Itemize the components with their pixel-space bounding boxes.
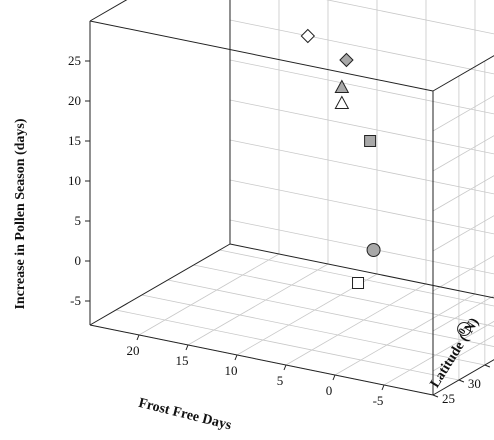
y-tick-label: 30 bbox=[468, 376, 481, 391]
x-tick-label: -5 bbox=[373, 393, 384, 408]
gridline-floor-x bbox=[138, 253, 280, 336]
gridline-back-z bbox=[432, 335, 494, 372]
x-tick-label: 10 bbox=[225, 363, 238, 378]
x-tick-label: 5 bbox=[277, 373, 284, 388]
gridline-back-z bbox=[432, 295, 494, 332]
data-point-square bbox=[352, 277, 365, 289]
gridline-floor-y bbox=[115, 309, 460, 381]
gridline-floor-x bbox=[187, 263, 329, 346]
data-point-circle bbox=[366, 243, 381, 257]
y-axis-title-superscript: 0 bbox=[457, 326, 469, 336]
data-point-circle bbox=[457, 322, 472, 336]
z-tick-label: 25 bbox=[68, 53, 81, 68]
x-tick-mark bbox=[332, 374, 336, 381]
frame-edge bbox=[89, 324, 434, 396]
gridline-floor-y bbox=[167, 279, 494, 347]
z-tick-label: 15 bbox=[68, 133, 81, 148]
gridline-back-z bbox=[432, 175, 494, 212]
data-point-triangle bbox=[334, 79, 350, 93]
x-tick-label: 15 bbox=[176, 353, 189, 368]
frame-edge bbox=[89, 20, 434, 92]
x-tick-mark bbox=[234, 354, 238, 361]
y-tick-mark bbox=[432, 394, 439, 398]
gridline-left-z bbox=[229, 59, 494, 115]
frame-edge bbox=[89, 243, 231, 326]
axis-frame bbox=[89, 0, 494, 396]
gridline-floor-x bbox=[285, 283, 427, 366]
gridline-left-z bbox=[229, 19, 494, 75]
x-tick-mark bbox=[283, 364, 287, 371]
x-tick-label: 20 bbox=[127, 343, 140, 358]
gridline-back-z bbox=[432, 95, 494, 132]
gridline-floor-y bbox=[141, 294, 485, 366]
data-point-triangle bbox=[334, 95, 350, 109]
gridline-left-z bbox=[325, 0, 494, 35]
z-tick-label: 5 bbox=[75, 213, 82, 228]
y-axis-title-text: Latitude bbox=[428, 339, 468, 390]
gridline-left-z bbox=[229, 139, 494, 195]
gridline-left-z bbox=[229, 219, 494, 275]
x-axis-title: Frost Free Days bbox=[137, 396, 233, 434]
gridline-left-z bbox=[229, 99, 494, 155]
frame-edge bbox=[432, 359, 494, 396]
x-tick-label: 0 bbox=[326, 383, 333, 398]
gridline-floor-y bbox=[193, 264, 494, 327]
gridline-back-z bbox=[432, 215, 494, 252]
z-tick-label: 0 bbox=[75, 253, 82, 268]
frame-edge bbox=[89, 0, 128, 22]
gridline-floor-y bbox=[219, 249, 494, 307]
gridline-back-z bbox=[432, 135, 494, 172]
gridline-floor-x bbox=[334, 293, 476, 376]
z-tick-label: -5 bbox=[70, 293, 81, 308]
frame-edge bbox=[229, 243, 494, 299]
y-tick-mark bbox=[484, 364, 491, 368]
z-tick-label: 10 bbox=[68, 173, 81, 188]
data-point-diamond bbox=[339, 52, 354, 68]
x-tick-mark bbox=[136, 334, 140, 341]
z-axis-title: Increase in Pollen Season (days) bbox=[13, 118, 28, 309]
data-point-square bbox=[364, 135, 377, 147]
data-points bbox=[300, 28, 472, 336]
frame-edge bbox=[230, 0, 494, 10]
frame-edge bbox=[432, 55, 494, 92]
gridline-floor-x bbox=[383, 320, 494, 386]
data-point-diamond bbox=[300, 28, 316, 44]
x-tick-mark bbox=[381, 384, 385, 391]
y-tick-mark bbox=[458, 379, 465, 383]
gridline-left-z bbox=[229, 179, 494, 235]
gridline-back-z bbox=[432, 255, 494, 292]
y-tick-label: 25 bbox=[442, 391, 455, 406]
x-tick-mark bbox=[185, 344, 189, 351]
z-tick-label: 20 bbox=[68, 93, 81, 108]
